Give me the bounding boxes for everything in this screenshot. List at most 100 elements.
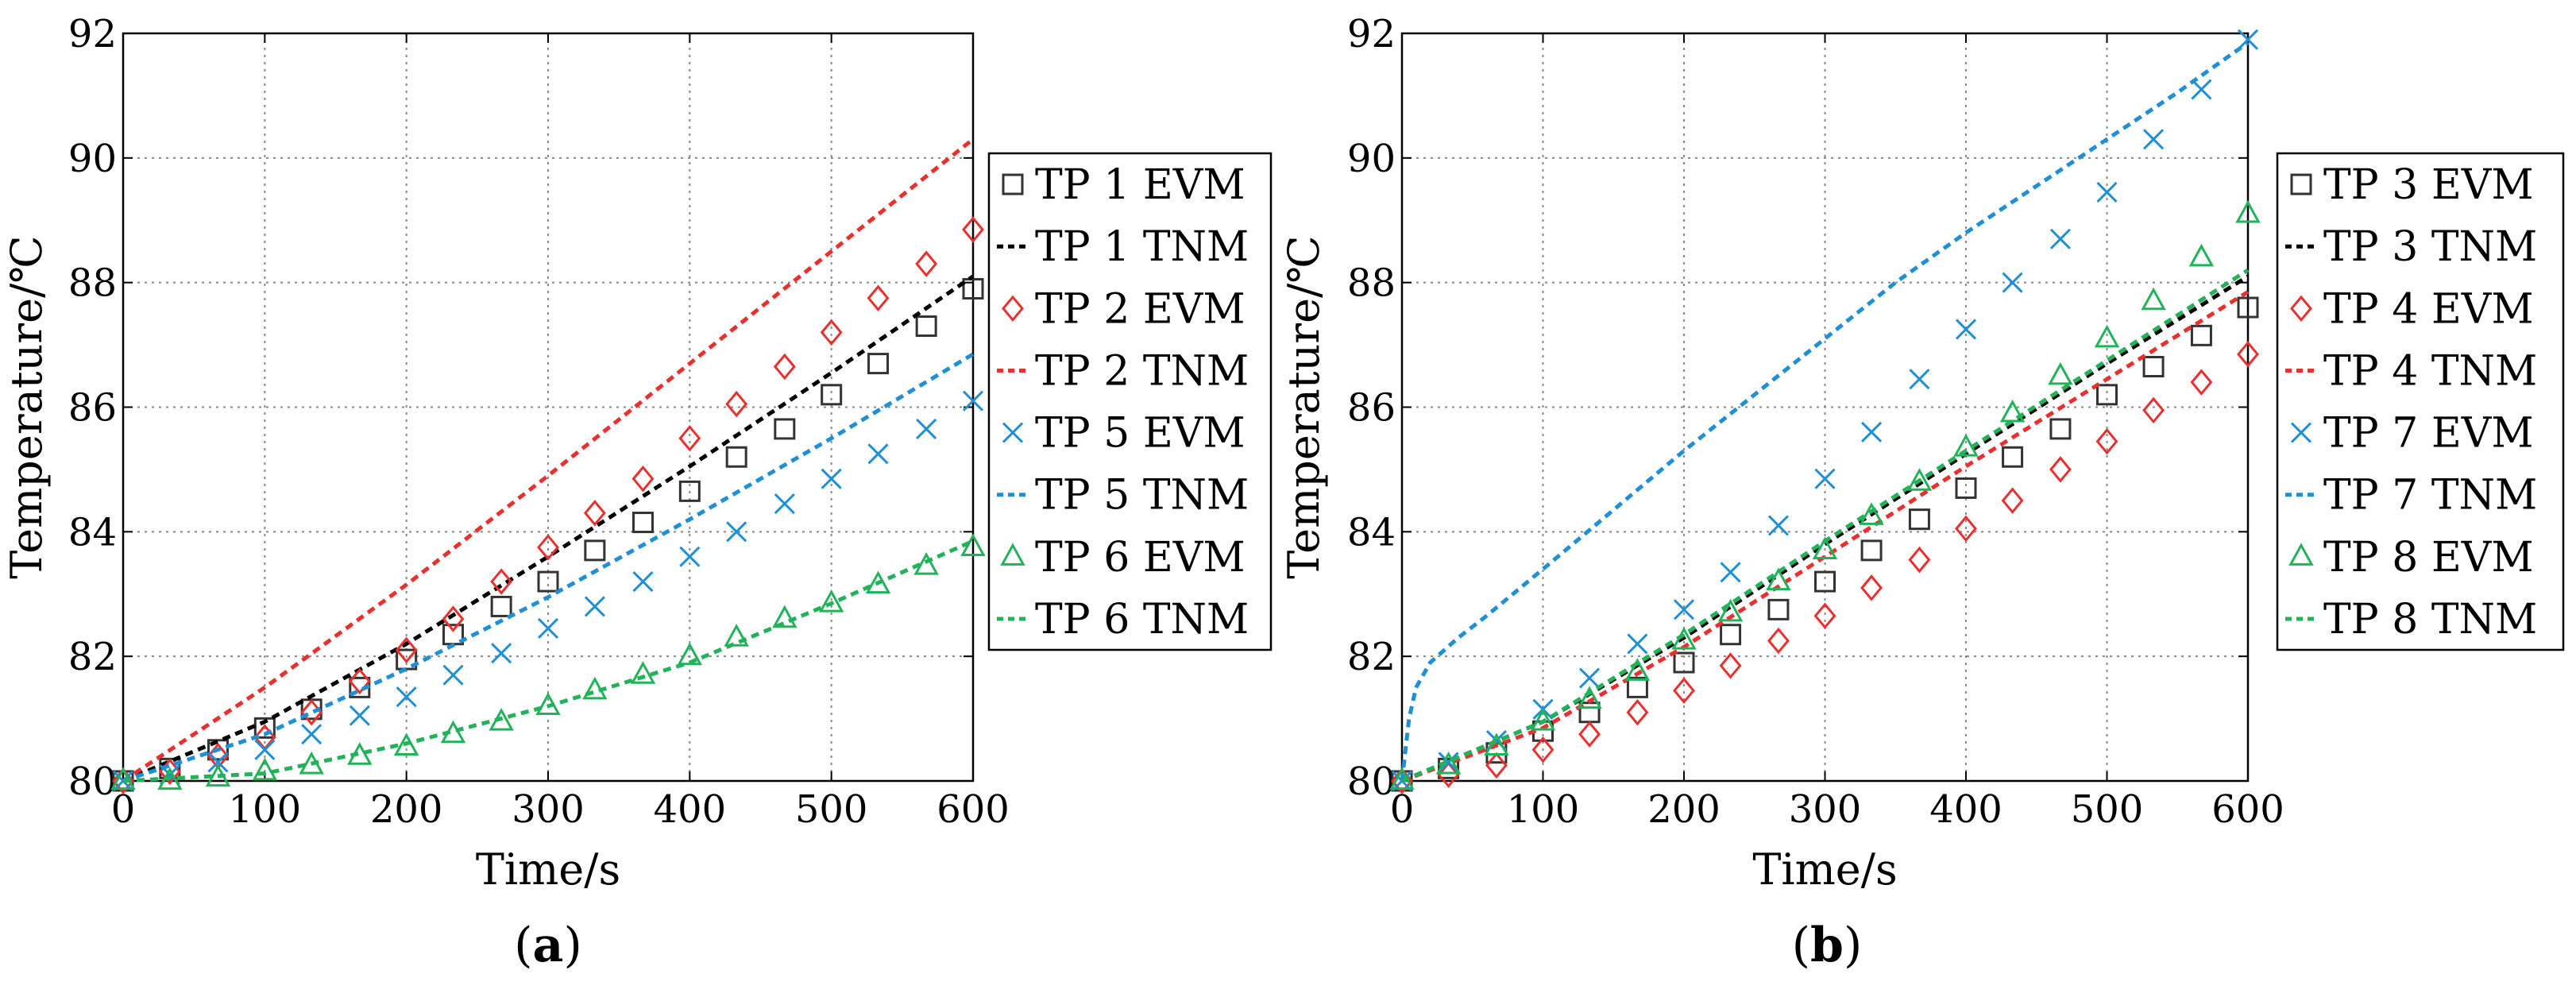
legend-label-tp-5-evm: TP 5 EVM <box>1035 410 1246 458</box>
data-point-tp-7-evm <box>1955 319 1977 340</box>
data-point-tp-6-evm <box>818 589 844 613</box>
data-point-tp-4-evm <box>1626 698 1649 726</box>
data-point-tp-2-evm <box>490 568 513 595</box>
legend-label-tp-3-evm: TP 3 EVM <box>2323 161 2534 209</box>
data-point-tp-7-evm <box>1909 369 1930 390</box>
data-point-tp-8-evm <box>1812 536 1838 559</box>
data-point-tp-3-evm <box>1814 570 1836 593</box>
data-point-tp-5-evm <box>396 686 417 708</box>
data-point-tp-5-evm <box>349 705 370 726</box>
x-tick-label: 400 <box>654 787 727 832</box>
data-point-tp-4-evm <box>1673 677 1695 705</box>
chart-panel-a: 0 100 200 300 400 500 600 80 82 84 86 88 90 92 Time/s T… <box>2 12 1273 973</box>
series-line-tp-5-tnm <box>122 352 975 783</box>
data-point-tp-6-evm <box>393 732 419 756</box>
legend-swatch-tp-3-evm <box>2290 173 2312 195</box>
data-point-tp-2-evm <box>867 284 890 312</box>
legend-swatch-tp-2-evm <box>1002 295 1024 323</box>
legend-label-tp-4-evm: TP 4 EVM <box>2323 285 2534 333</box>
data-point-tp-5-evm <box>301 724 322 745</box>
data-point-tp-7-evm <box>2049 228 2071 249</box>
data-point-tp-8-evm <box>1624 658 1651 681</box>
x-axis-label: Time/s <box>1752 844 1897 895</box>
data-point-tp-7-evm <box>2237 29 2259 50</box>
data-point-tp-7-evm <box>1767 515 1789 536</box>
x-axis-label: Time/s <box>476 844 620 895</box>
data-point-tp-5-evm <box>867 443 889 465</box>
legend-box <box>2276 152 2565 651</box>
legend-label-tp-8-evm: TP 8 EVM <box>2323 534 2534 582</box>
data-point-tp-1-evm <box>207 739 229 761</box>
x-tick-label: 0 <box>1390 787 1415 832</box>
y-tick-label: 86 <box>1347 386 1396 431</box>
data-point-tp-5-evm <box>442 664 464 686</box>
data-point-tp-4-evm <box>2001 487 2024 514</box>
data-point-tp-5-evm <box>679 546 701 567</box>
data-point-tp-4-evm <box>1908 546 1931 574</box>
legend-swatch-tp-8-evm <box>2288 543 2314 566</box>
series-line-tp-8-tnm <box>1401 268 2250 783</box>
data-point-tp-2-evm <box>773 353 796 381</box>
data-point-tp-1-evm <box>396 648 418 671</box>
legend-label-tp-1-evm: TP 1 EVM <box>1035 161 1246 209</box>
data-point-tp-2-evm <box>725 390 748 418</box>
x-tick-label: 200 <box>370 787 443 832</box>
x-tick-label: 300 <box>1789 787 1862 832</box>
data-point-tp-3-evm <box>1767 598 1790 620</box>
data-point-tp-4-evm <box>2049 456 2072 483</box>
panel-label: (b) <box>1792 918 1863 973</box>
data-point-tp-8-evm <box>1766 567 1791 591</box>
y-tick-label: 92 <box>1347 12 1396 56</box>
x-tick-label: 400 <box>1929 787 2002 832</box>
data-point-tp-4-evm <box>1437 761 1460 788</box>
data-point-tp-5-evm <box>774 493 795 515</box>
data-point-tp-4-evm <box>1719 652 1742 679</box>
legend-swatch-tp-1-evm <box>1002 173 1024 195</box>
y-tick-label: 80 <box>68 759 117 804</box>
data-point-tp-8-evm <box>1999 399 2026 423</box>
x-tick-label: 600 <box>2211 787 2284 832</box>
data-point-tp-4-evm <box>2237 341 2259 368</box>
legend-swatch-tp-4-evm <box>2290 295 2312 323</box>
data-point-tp-4-evm <box>1860 574 1883 601</box>
data-point-tp-2-evm <box>348 667 371 695</box>
data-point-tp-5-evm <box>207 752 229 773</box>
data-point-tp-1-evm <box>253 717 276 739</box>
data-point-tp-2-evm <box>820 319 843 346</box>
data-point-tp-8-evm <box>1717 598 1744 622</box>
y-tick-label: 88 <box>68 261 117 306</box>
data-point-tp-4-evm <box>1578 721 1601 748</box>
data-point-tp-2-evm <box>631 465 655 493</box>
data-point-tp-5-evm <box>491 643 512 664</box>
legend-swatch-tp-7-evm <box>2290 422 2312 443</box>
legend-label-tp-8-tnm: TP 8 TNM <box>2323 596 2537 644</box>
legend-label-tp-1-tnm: TP 1 TNM <box>1035 223 1249 271</box>
data-point-tp-7-evm <box>1814 468 1836 489</box>
data-point-tp-2-evm <box>583 500 606 527</box>
data-point-tp-2-evm <box>678 424 701 452</box>
x-tick-label: 300 <box>512 787 585 832</box>
data-point-tp-7-evm <box>1861 421 1883 443</box>
data-point-tp-3-evm <box>1673 651 1695 674</box>
data-point-tp-1-evm <box>915 315 937 338</box>
data-point-tp-8-evm <box>2235 199 2261 223</box>
data-point-tp-1-evm <box>725 446 747 468</box>
data-point-tp-1-evm <box>490 595 512 617</box>
data-point-tp-2-evm <box>915 250 938 277</box>
data-point-tp-5-evm <box>916 418 937 440</box>
x-tick-label: 600 <box>937 787 1010 832</box>
legend-swatch-tp-5-evm <box>1002 422 1024 443</box>
data-point-tp-3-evm <box>1955 477 1977 499</box>
y-tick-label: 80 <box>1347 759 1396 804</box>
data-point-tp-4-evm <box>2142 396 2165 424</box>
data-point-tp-3-evm <box>2096 384 2118 406</box>
data-point-tp-3-evm <box>1720 624 1742 646</box>
panel-label: (a) <box>514 918 582 973</box>
data-point-tp-8-evm <box>2141 287 2166 311</box>
x-tick-label: 200 <box>1647 787 1721 832</box>
x-tick-label: 500 <box>2071 787 2144 832</box>
data-point-tp-3-evm <box>2237 296 2259 319</box>
data-point-tp-8-evm <box>2188 243 2215 267</box>
y-tick-label: 90 <box>68 137 117 181</box>
data-point-tp-1-evm <box>867 353 890 375</box>
